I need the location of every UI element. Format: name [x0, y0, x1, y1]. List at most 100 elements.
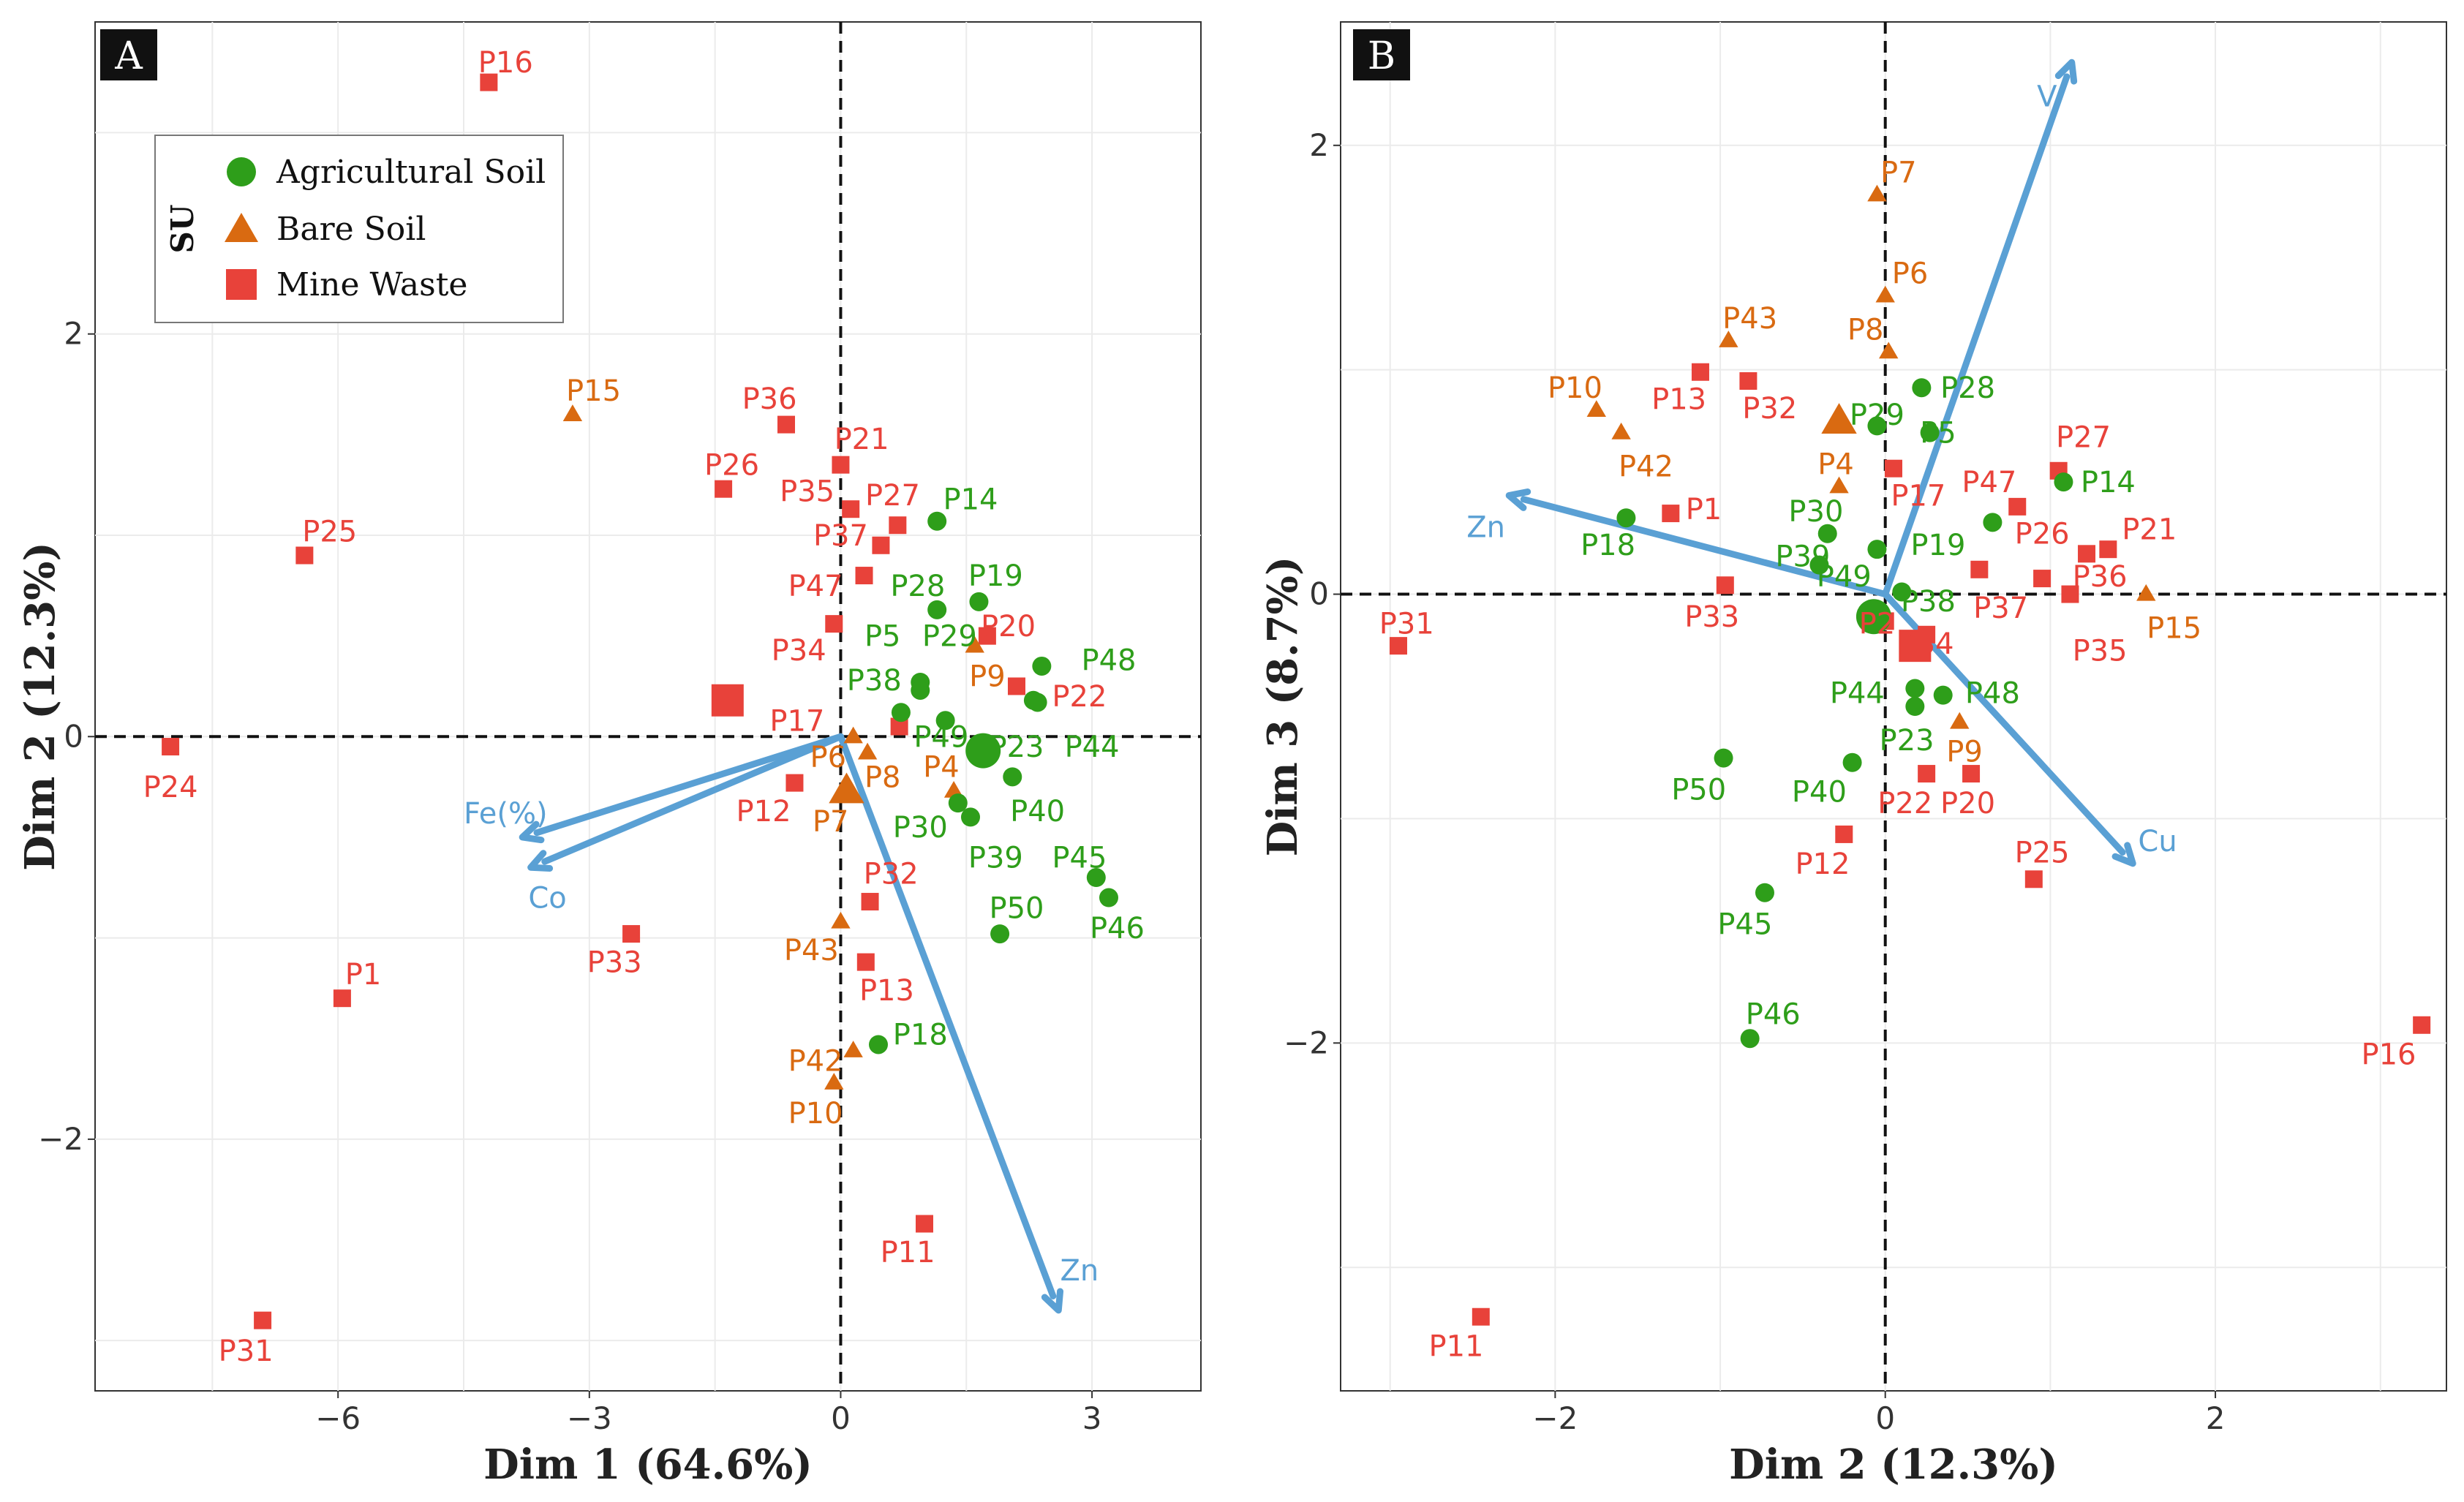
- panel-a-point-p18: [869, 1035, 888, 1054]
- panel-b-point-p45: [1755, 883, 1774, 902]
- panel-a-arrow-co: [541, 733, 844, 865]
- panel-b-point-p20: [1962, 765, 1981, 783]
- legend: SU Agricultural Soil Bare Soil Mine Wast…: [154, 135, 564, 323]
- panel-a-y-tick-label: −2: [38, 1121, 83, 1157]
- panel-a-point-p20: [978, 627, 996, 645]
- panel-b-arrow-label-zn: Zn: [1466, 510, 1505, 544]
- panel-b-label-p45: P45: [1717, 908, 1772, 942]
- panel-b-arrowhead-zn: [1505, 488, 1531, 511]
- panel-a-label-p7: P7: [813, 805, 849, 839]
- panel-a-point-p33: [622, 925, 641, 943]
- panel-b-x-tick-label: −2: [1532, 1400, 1578, 1436]
- panel-b-point-p17: [1885, 459, 1902, 478]
- panel-a-label-p38: P38: [847, 664, 902, 698]
- panel-a-point-p35: [842, 500, 860, 518]
- panel-b-label-p13: P13: [1651, 383, 1706, 417]
- panel-b-x-axis-title: Dim 2 (12.3%): [1729, 1441, 2058, 1489]
- panel-b-label-p7: P7: [1880, 156, 1917, 190]
- panel-b-label-p9: P9: [1946, 735, 1983, 769]
- panel-a-label-p26: P26: [704, 449, 759, 483]
- panel-a-label-p50: P50: [989, 891, 1044, 925]
- panel-a-zero-lines: [95, 22, 1201, 1391]
- panel-b-label-p25: P25: [2015, 836, 2070, 869]
- panel-b-label-p31: P31: [1379, 607, 1434, 641]
- panel-b-y-tick-label: −2: [1284, 1024, 1329, 1060]
- panel-a-x-tick-label: −3: [567, 1400, 612, 1436]
- panel-a-arrows: [519, 733, 1064, 1314]
- panel-a-label-p11: P11: [881, 1236, 935, 1269]
- panel-b-label-p50: P50: [1671, 774, 1726, 807]
- panel-a-centroid-mine: [711, 684, 744, 717]
- panel-a-arrow-label-fe: Fe(%): [464, 797, 548, 831]
- panel-b-label-p11: P11: [1428, 1330, 1483, 1364]
- panel-a-label-p12: P12: [736, 795, 791, 829]
- legend-mine-marker: [226, 269, 257, 300]
- panel-b-letter: B: [1368, 34, 1395, 78]
- panel-b-label-p21: P21: [2122, 513, 2177, 547]
- panel-a-label-p19: P19: [968, 559, 1023, 593]
- panel-a-point-p11: [916, 1215, 933, 1233]
- panel-b-tag: B: [1353, 29, 1410, 80]
- panel-a-label-p42: P42: [788, 1045, 843, 1079]
- panel-b-arrow-zn: [1520, 496, 1889, 598]
- panel-a-label-p45: P45: [1052, 841, 1107, 875]
- panel-b-point-p39: [1809, 555, 1829, 575]
- panel-a-label-p29: P29: [922, 620, 977, 654]
- panel-a-point-p8: [857, 742, 878, 760]
- panel-a-label-p37: P37: [813, 519, 868, 553]
- panel-a-point-p34: [825, 615, 843, 633]
- panel-b-point-p9: [1950, 712, 1970, 729]
- panel-a-point-p31: [254, 1311, 272, 1329]
- panel-b-label-p28: P28: [1940, 371, 1995, 405]
- panel-a-arrowhead-fe: [519, 820, 545, 844]
- panel-b-point-p37: [2033, 570, 2052, 588]
- legend-bare-marker: [225, 213, 258, 242]
- panel-a-label-p15: P15: [566, 374, 621, 408]
- panel-b-point-p7: [1867, 184, 1887, 202]
- panel-b-centroid-agri: [1855, 599, 1891, 635]
- panel-b-points: [1389, 184, 2431, 1326]
- panel-b-point-p33: [1716, 576, 1734, 595]
- panel-a-point-p39: [961, 807, 980, 827]
- panel-b-label-p10: P10: [1548, 371, 1602, 405]
- panel-b-arrowhead-cu: [2111, 842, 2136, 867]
- panel-b-label-p19: P19: [1910, 529, 1965, 562]
- panel-a-label-p49: P49: [913, 720, 968, 754]
- panel-a-label-p33: P33: [587, 946, 642, 980]
- panel-b-point-p31: [1389, 637, 1407, 655]
- panel-b-arrow-v: [1882, 73, 2071, 598]
- panel-a-point-p46: [1099, 888, 1118, 907]
- panel-a-label-p6: P6: [810, 741, 846, 774]
- panel-b-arrow-label-v: V: [2037, 80, 2057, 113]
- panel-b-point-p48: [1933, 685, 1953, 705]
- panel-a-x-tick-label: 0: [831, 1400, 851, 1436]
- panel-b-point-p32: [1739, 372, 1757, 390]
- panel-a-point-p21: [832, 456, 850, 474]
- panel-a-point-p12: [785, 774, 804, 792]
- panel-a-label-p40: P40: [1010, 795, 1065, 829]
- panel-b-point-p36: [2078, 545, 2096, 563]
- panel-a-point-p30: [948, 793, 968, 813]
- panel-a-point-p43: [831, 911, 851, 929]
- panel-a-point-p26: [715, 480, 733, 498]
- panel-a-point-p5: [911, 680, 930, 700]
- panel-b-label-p23: P23: [1880, 724, 1934, 758]
- panel-b-ticks: −2 0 2 −2 0 2: [1284, 127, 2225, 1436]
- panel-b-label-p2: P2: [1859, 607, 1896, 641]
- panel-b-label-p42: P42: [1619, 450, 1673, 484]
- panel-a-point-p9: [965, 635, 984, 653]
- panel-a-centroid-bare: [829, 772, 864, 804]
- panel-b-label-p44: P44: [1830, 677, 1885, 711]
- legend-agri-label: Agricultural Soil: [276, 154, 546, 191]
- panel-a-label-p22: P22: [1052, 680, 1107, 714]
- panel-b-label-p49: P49: [1817, 560, 1872, 594]
- panel-b-label-p38: P38: [1901, 585, 1956, 619]
- panel-a-x-tick-label: −6: [315, 1400, 361, 1436]
- panel-a-ticks: −6 −3 0 3 −2 0 2: [38, 316, 1101, 1436]
- panel-a-label-p34: P34: [772, 634, 826, 668]
- panel-a-x-tick-label: 3: [1082, 1400, 1102, 1436]
- panel-a-point-p47: [855, 567, 873, 585]
- panel-a-point-p48: [1032, 656, 1052, 676]
- panel-b-label-p17: P17: [1891, 480, 1945, 513]
